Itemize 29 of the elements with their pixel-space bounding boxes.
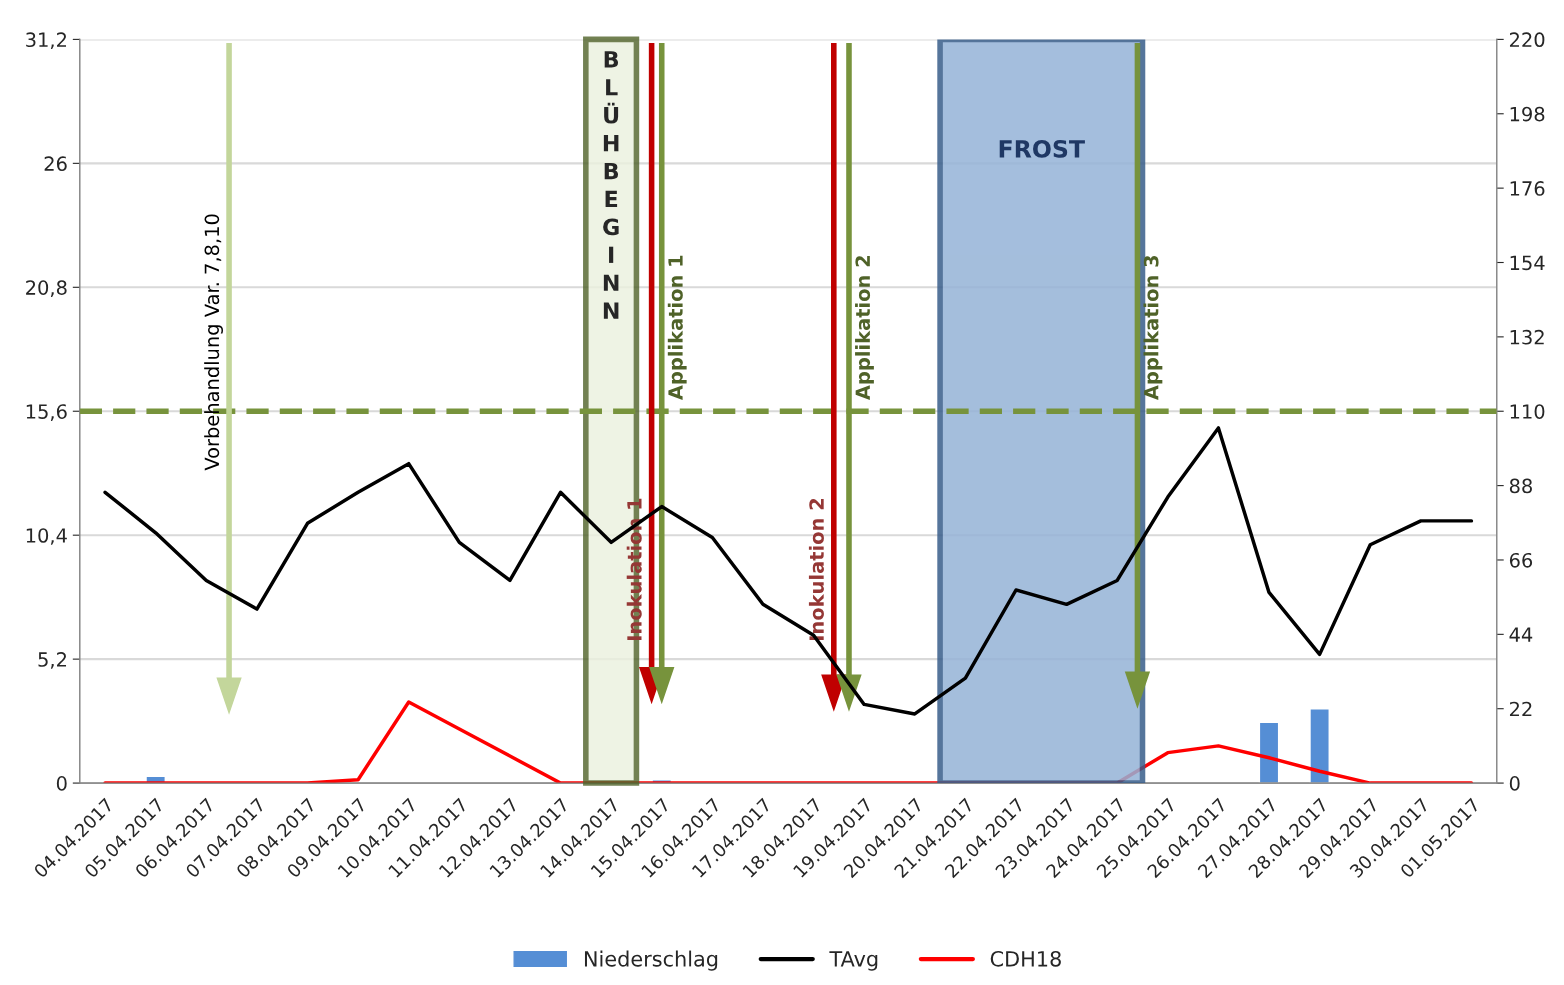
- y2-tick-label: 44: [1509, 627, 1533, 642]
- y-tick-label: 5,2: [38, 652, 67, 669]
- y-tick-label: 20,8: [26, 280, 67, 297]
- annotation: Applikation 1: [667, 255, 687, 400]
- y2-tick-label: 110: [1510, 404, 1545, 419]
- annotation: Inokulation 1: [626, 498, 642, 640]
- y-tick-label: 0: [56, 776, 67, 791]
- y2-tick-label: 198: [1510, 106, 1545, 122]
- y2-tick-label: 88: [1509, 478, 1532, 494]
- legend-label: TAvg: [829, 951, 878, 971]
- annotation: Vorbehandlung Var. 7,8,10: [204, 214, 223, 471]
- y2-tick-label: 66: [1509, 552, 1533, 568]
- y-tick-label: 31,2: [26, 32, 67, 50]
- y2-tick-label: 22: [1509, 701, 1532, 717]
- legend-label: CDH18: [990, 950, 1061, 967]
- annotation: Applikation 3: [1143, 255, 1163, 400]
- annotation: Inokulation 2: [808, 499, 824, 640]
- band-label: FROST: [999, 139, 1085, 158]
- y2-tick-label: 0: [1509, 776, 1520, 791]
- legend-label: Niederschlag: [584, 950, 718, 971]
- y2-tick-label: 132: [1510, 329, 1544, 345]
- y-tick-label: 15,6: [26, 404, 67, 421]
- y2-tick-label: 154: [1510, 255, 1545, 271]
- y-tick-label: 26: [44, 156, 67, 172]
- y2-tick-label: 220: [1509, 32, 1545, 48]
- y-tick-label: 10,4: [26, 528, 67, 545]
- annotation: Applikation 2: [855, 256, 874, 400]
- text: BLÜHBEGINN: [603, 51, 619, 319]
- y2-tick-label: 176: [1510, 181, 1545, 196]
